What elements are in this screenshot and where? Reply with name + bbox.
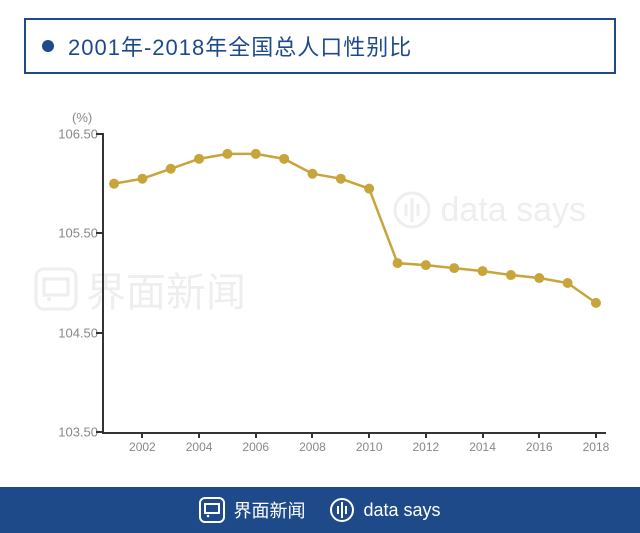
data-marker (279, 154, 289, 164)
x-tick-label: 2018 (583, 440, 610, 454)
x-tick-label: 2008 (299, 440, 326, 454)
footer-bar: 界面新闻 data says (0, 487, 640, 533)
data-marker (307, 169, 317, 179)
x-tick-mark (255, 432, 257, 438)
data-marker (137, 174, 147, 184)
data-marker (194, 154, 204, 164)
footer-jiemian: 界面新闻 (199, 497, 305, 523)
y-tick-label: 104.50 (50, 325, 98, 340)
data-marker (449, 263, 459, 273)
data-marker (393, 258, 403, 268)
y-tick-label: 106.50 (50, 127, 98, 142)
y-tick-mark (96, 431, 104, 433)
x-tick-mark (311, 432, 313, 438)
y-tick-label: 105.50 (50, 226, 98, 241)
x-tick-label: 2016 (526, 440, 553, 454)
data-line (114, 154, 596, 303)
data-marker (166, 164, 176, 174)
x-tick-label: 2012 (413, 440, 440, 454)
x-tick-label: 2006 (242, 440, 269, 454)
chart-area: (%) 界面新闻 data says 103.50104.50105.50106… (24, 110, 616, 470)
x-tick-mark (482, 432, 484, 438)
y-tick-label: 103.50 (50, 425, 98, 440)
plot-area: 103.50104.50105.50106.502002200420062008… (102, 134, 606, 434)
x-tick-label: 2010 (356, 440, 383, 454)
x-tick-mark (141, 432, 143, 438)
jiemian-footer-icon (199, 497, 225, 523)
chart-title-box: 2001年-2018年全国总人口性别比 (24, 18, 616, 74)
y-tick-mark (96, 332, 104, 334)
data-marker (534, 273, 544, 283)
x-tick-mark (368, 432, 370, 438)
x-tick-mark (425, 432, 427, 438)
title-bullet-icon (42, 40, 54, 52)
y-axis-unit: (%) (72, 110, 92, 125)
x-tick-label: 2014 (469, 440, 496, 454)
data-marker (336, 174, 346, 184)
data-marker (506, 270, 516, 280)
x-tick-label: 2004 (186, 440, 213, 454)
x-tick-label: 2002 (129, 440, 156, 454)
jiemian-logo-icon (34, 267, 78, 311)
x-tick-mark (198, 432, 200, 438)
chart-title: 2001年-2018年全国总人口性别比 (68, 30, 412, 62)
data-marker (563, 278, 573, 288)
datasays-footer-icon (329, 497, 355, 523)
footer-jiemian-label: 界面新闻 (233, 497, 305, 523)
y-tick-mark (96, 232, 104, 234)
x-tick-mark (595, 432, 597, 438)
data-marker (222, 149, 232, 159)
line-chart-svg (104, 134, 606, 432)
data-marker (421, 260, 431, 270)
footer-datasays: data says (329, 497, 440, 523)
data-marker (591, 298, 601, 308)
footer-datasays-label: data says (363, 500, 440, 521)
data-marker (478, 266, 488, 276)
x-tick-mark (538, 432, 540, 438)
data-marker (251, 149, 261, 159)
data-marker (364, 184, 374, 194)
data-marker (109, 179, 119, 189)
y-tick-mark (96, 133, 104, 135)
